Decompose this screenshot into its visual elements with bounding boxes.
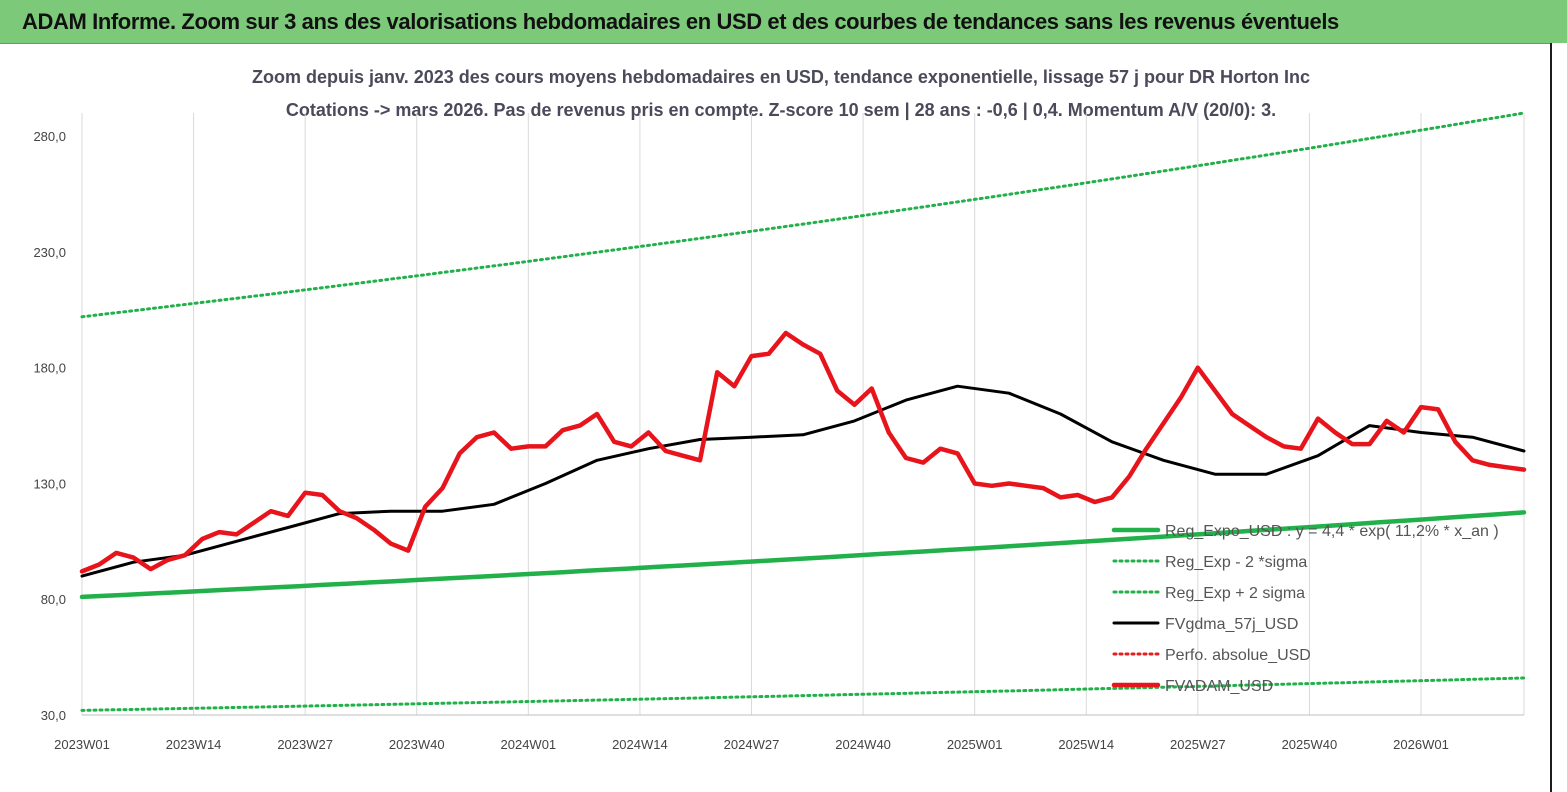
legend-label: Perfo. absolue_USD	[1165, 647, 1311, 664]
legend-label: Reg_Exp - 2 *sigma	[1165, 554, 1307, 571]
chart-title-line1: Zoom depuis janv. 2023 des cours moyens …	[252, 67, 1310, 87]
reg-exp-minus-2sigma-line	[80, 676, 1526, 712]
y-tick-label: 230,0	[33, 245, 66, 260]
y-tick-label: 80,0	[41, 592, 66, 607]
legend-label: Reg_Expo_USD : y = 4,4 * exp( 11,2% * x_…	[1165, 523, 1499, 540]
y-tick-label: 180,0	[33, 361, 66, 376]
x-tick-label: 2023W14	[166, 737, 222, 752]
x-tick-label: 2026W01	[1393, 737, 1449, 752]
y-tick-label: 280,0	[33, 129, 66, 144]
x-tick-label: 2023W40	[389, 737, 445, 752]
y-tick-label: 130,0	[33, 476, 66, 491]
reg-expo-line	[79, 510, 1527, 600]
x-tick-label: 2024W14	[612, 737, 668, 752]
x-tick-label: 2024W27	[724, 737, 780, 752]
report-banner: ADAM Informe. Zoom sur 3 ans des valoris…	[0, 0, 1567, 44]
x-tick-label: 2025W14	[1058, 737, 1114, 752]
x-tick-label: 2025W01	[947, 737, 1003, 752]
x-tick-label: 2023W27	[277, 737, 333, 752]
report-title: ADAM Informe. Zoom sur 3 ans des valoris…	[22, 9, 1339, 34]
x-tick-label: 2024W40	[835, 737, 891, 752]
x-tick-label: 2025W40	[1282, 737, 1338, 752]
fvadam-line	[79, 330, 1527, 574]
fvgdma-57j-line	[80, 384, 1526, 578]
right-edge-border	[1550, 43, 1567, 792]
trend-chart: Zoom depuis janv. 2023 des cours moyens …	[33, 67, 1527, 752]
chart-title-line2: Cotations -> mars 2026. Pas de revenus p…	[286, 100, 1276, 120]
x-tick-label: 2023W01	[54, 737, 110, 752]
x-tick-label: 2025W27	[1170, 737, 1226, 752]
legend-label: FVgdma_57j_USD	[1165, 616, 1298, 633]
y-tick-label: 30,0	[41, 708, 66, 723]
x-tick-label: 2024W01	[501, 737, 557, 752]
legend-label: Reg_Exp + 2 sigma	[1165, 585, 1305, 602]
legend-label: FVADAM_USD	[1165, 678, 1273, 695]
reg-exp-plus-2sigma-line	[80, 111, 1526, 319]
